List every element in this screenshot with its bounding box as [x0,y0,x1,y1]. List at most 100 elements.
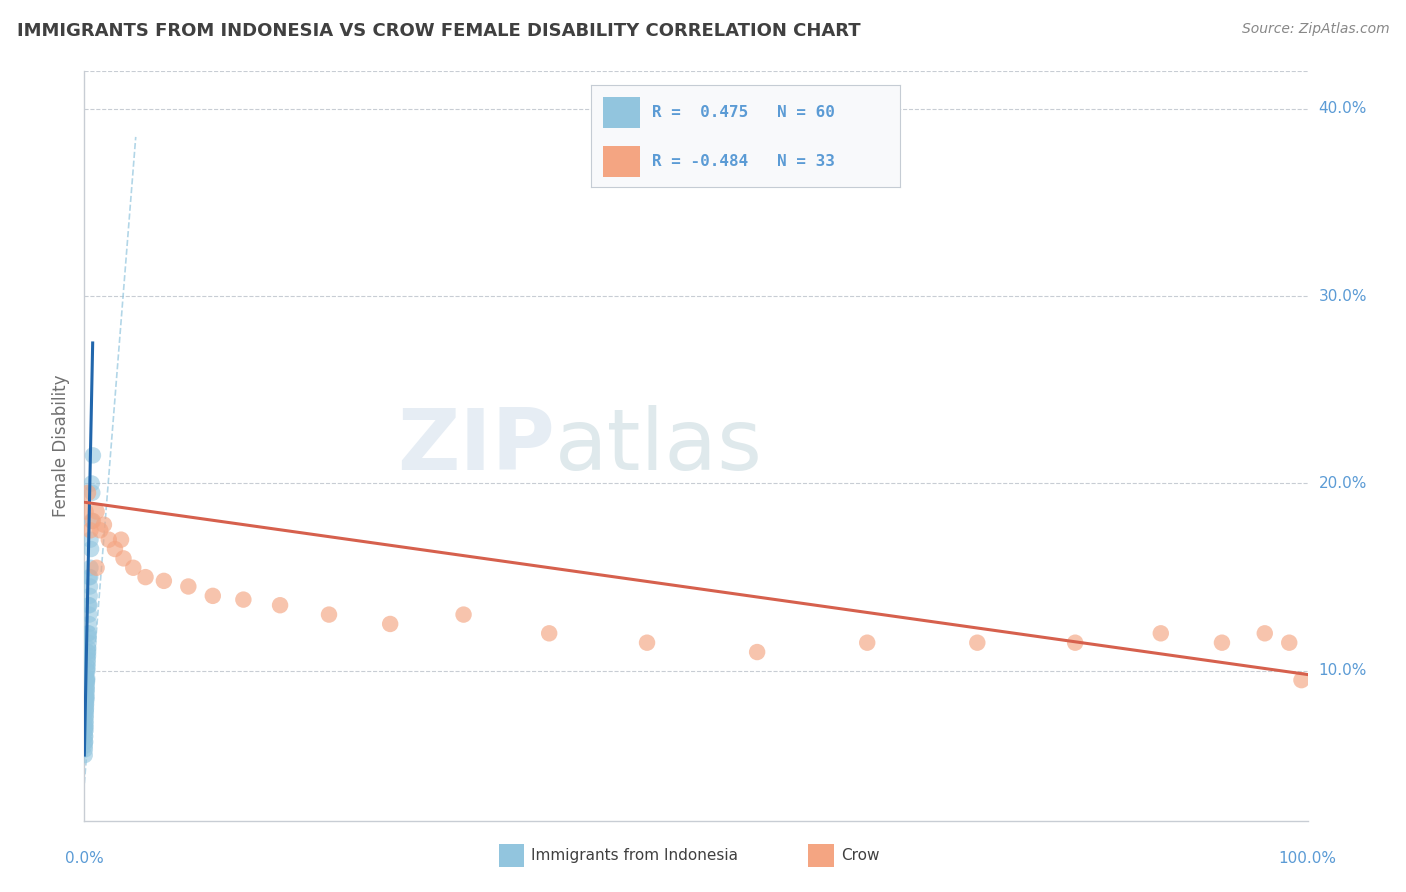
Point [86,561,108,575]
Point [77,570,100,584]
Point [77,607,100,622]
Point [1254,626,1277,640]
Point [75,694,97,708]
Point [79,524,101,538]
Point [453,607,475,622]
Point [75,716,97,731]
Point [77,485,100,500]
Point [77,630,100,644]
Point [76,657,98,671]
Point [75,705,97,719]
Point [73,730,96,744]
Text: atlas: atlas [555,404,763,488]
Point [75,708,97,723]
FancyBboxPatch shape [603,146,640,177]
Point [75,720,97,734]
Point [75,723,97,738]
Point [135,570,157,584]
Point [76,686,98,700]
Text: ZIP: ZIP [398,404,555,488]
Point [1150,626,1173,640]
Point [75,735,97,749]
Point [76,682,98,697]
Point [73,747,96,762]
Point [269,599,291,613]
Point [73,742,96,756]
Point [76,673,98,688]
Point [538,626,561,640]
Text: 20.0%: 20.0% [1319,476,1367,491]
Point [82,449,104,463]
Point [380,617,402,632]
Text: 100.0%: 100.0% [1278,851,1337,866]
Point [153,574,176,588]
Point [80,476,103,491]
Point [76,652,98,666]
Point [77,626,100,640]
Text: Immigrants from Indonesia: Immigrants from Indonesia [531,848,738,863]
Point [79,599,101,613]
Point [77,617,100,632]
Point [75,714,97,729]
Point [77,635,100,649]
Point [177,580,200,594]
Point [966,635,988,649]
Text: Crow: Crow [841,848,879,863]
Text: 40.0%: 40.0% [1319,102,1367,116]
Text: 0.0%: 0.0% [65,851,104,866]
Point [76,660,98,674]
Point [77,645,100,659]
Point [75,720,97,734]
Point [75,505,97,519]
Point [79,589,101,603]
Point [75,698,97,712]
Point [75,690,97,704]
Point [73,739,96,753]
Point [75,701,97,715]
Point [856,635,879,649]
Point [636,635,658,649]
Point [75,690,97,704]
Point [76,664,98,678]
Point [75,730,97,744]
Point [112,551,135,566]
Point [76,675,98,690]
Point [232,592,254,607]
Point [76,679,98,693]
Point [76,645,98,659]
Text: R = -0.484   N = 33: R = -0.484 N = 33 [652,154,835,169]
Point [75,710,97,724]
Point [110,533,132,547]
Y-axis label: Female Disability: Female Disability [52,375,70,517]
Point [77,626,100,640]
Text: 30.0%: 30.0% [1319,289,1367,303]
Point [1278,635,1301,649]
Point [79,570,101,584]
Point [1064,635,1087,649]
Point [1211,635,1233,649]
Point [97,533,120,547]
Point [77,648,100,663]
Point [122,561,145,575]
Point [318,607,340,622]
Point [73,735,96,749]
Text: IMMIGRANTS FROM INDONESIA VS CROW FEMALE DISABILITY CORRELATION CHART: IMMIGRANTS FROM INDONESIA VS CROW FEMALE… [17,22,860,40]
Point [79,561,101,575]
Point [75,723,97,738]
Point [82,514,104,528]
Text: Source: ZipAtlas.com: Source: ZipAtlas.com [1241,22,1389,37]
Point [76,664,98,678]
Point [80,542,103,557]
Point [82,485,104,500]
Point [76,673,98,688]
Point [77,599,100,613]
Point [747,645,769,659]
FancyBboxPatch shape [603,97,640,128]
Point [93,517,115,532]
Point [1291,673,1313,688]
Point [75,698,97,712]
Text: R =  0.475   N = 60: R = 0.475 N = 60 [652,105,835,120]
Point [79,533,101,547]
Point [89,524,111,538]
Point [77,641,100,656]
